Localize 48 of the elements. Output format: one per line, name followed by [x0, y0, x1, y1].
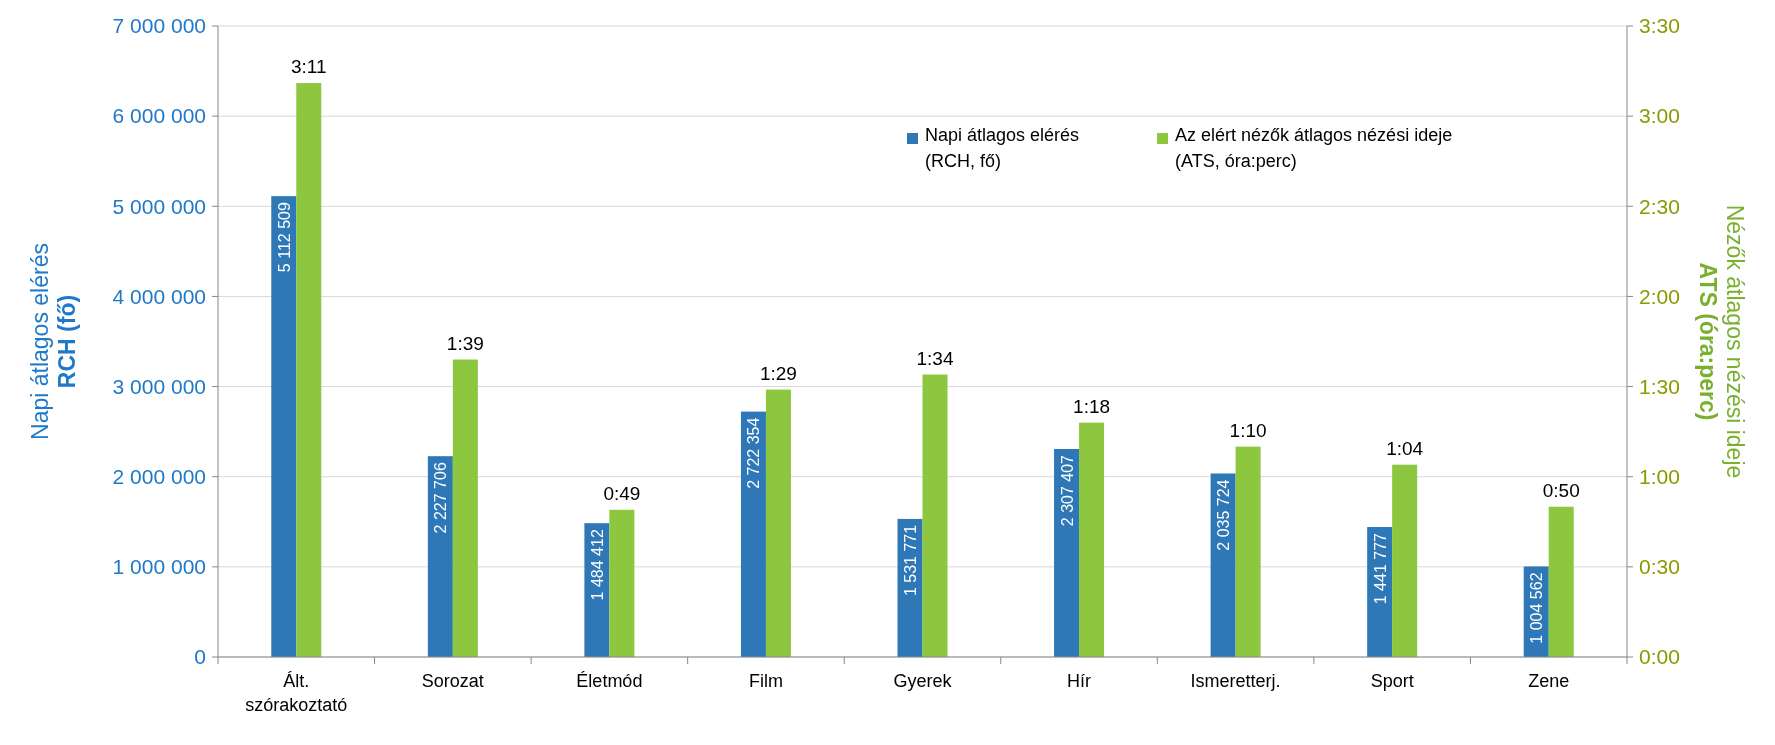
x-tick-label: Sorozat	[421, 671, 484, 691]
data-label: 3:11	[290, 56, 327, 78]
data-label: 1:29	[759, 362, 797, 384]
y2-tick-label: 1:00	[1639, 465, 1680, 489]
data-label: 2 307 407	[1058, 454, 1076, 527]
x-tick-label: Zene	[1528, 671, 1570, 691]
y2-tick-label: 3:30	[1639, 14, 1680, 38]
x-tick-label: Életmód	[576, 671, 643, 691]
y2-tick-label: 3:00	[1639, 104, 1680, 128]
data-label: 1 531 771	[902, 524, 919, 597]
data-label: 2 227 706	[432, 462, 450, 534]
y-tick-label: 7 000 000	[112, 14, 206, 38]
y-axis-title: Napi átlagos elérés RCH (fő)	[27, 243, 80, 440]
y2-tick-label: 2:30	[1639, 194, 1680, 218]
data-label: 1:18	[1073, 395, 1111, 417]
y2-tick-label: 1:30	[1639, 374, 1680, 398]
data-label: 1 441 777	[1371, 532, 1389, 605]
data-label: 1:04	[1386, 437, 1424, 459]
x-tick-label: Hír	[1067, 671, 1092, 691]
data-label: 2 722 354	[745, 417, 763, 489]
data-label: 0:50	[1542, 479, 1580, 501]
legend-label: Napi átlagos elérés (RCH, fő)	[925, 125, 1080, 171]
bar	[922, 374, 948, 657]
y-tick-label: 0	[194, 645, 206, 669]
data-label: 2 035 724	[1215, 479, 1233, 551]
y2-tick-label: 0:30	[1639, 555, 1680, 579]
y2-tick-label: 0:00	[1639, 645, 1680, 669]
data-label: 1 484 412	[588, 529, 606, 601]
y-tick-label: 1 000 000	[112, 555, 206, 579]
x-tick-label: Ált. szórakoztató	[245, 671, 348, 715]
y2-axis-title: Nézők átlagos nézési ideje ATS (óra:perc)	[1695, 204, 1748, 479]
data-label: 1:39	[446, 332, 484, 354]
data-label: 1:34	[916, 347, 954, 369]
y-tick-label: 5 000 000	[112, 194, 206, 218]
y-tick-label: 3 000 000	[112, 374, 206, 398]
data-label: 0:49	[603, 482, 641, 504]
y2-tick-label: 2:00	[1639, 284, 1680, 308]
y-tick-label: 4 000 000	[112, 284, 206, 308]
data-label: 1 004 562	[1528, 572, 1546, 644]
x-tick-label: Gyerek	[893, 671, 953, 691]
x-tick-label: Ismeretterj.	[1190, 671, 1281, 691]
y-tick-label: 2 000 000	[112, 465, 206, 489]
data-label: 1:10	[1229, 419, 1267, 441]
x-tick-label: Film	[748, 671, 783, 691]
legend-label: Az elért nézők átlagos nézési ideje (ATS, óra:perc)	[1175, 125, 1453, 171]
data-label: 5 112 509	[275, 202, 293, 273]
y-tick-label: 6 000 000	[112, 104, 206, 128]
x-tick-label: Sport	[1370, 671, 1414, 691]
